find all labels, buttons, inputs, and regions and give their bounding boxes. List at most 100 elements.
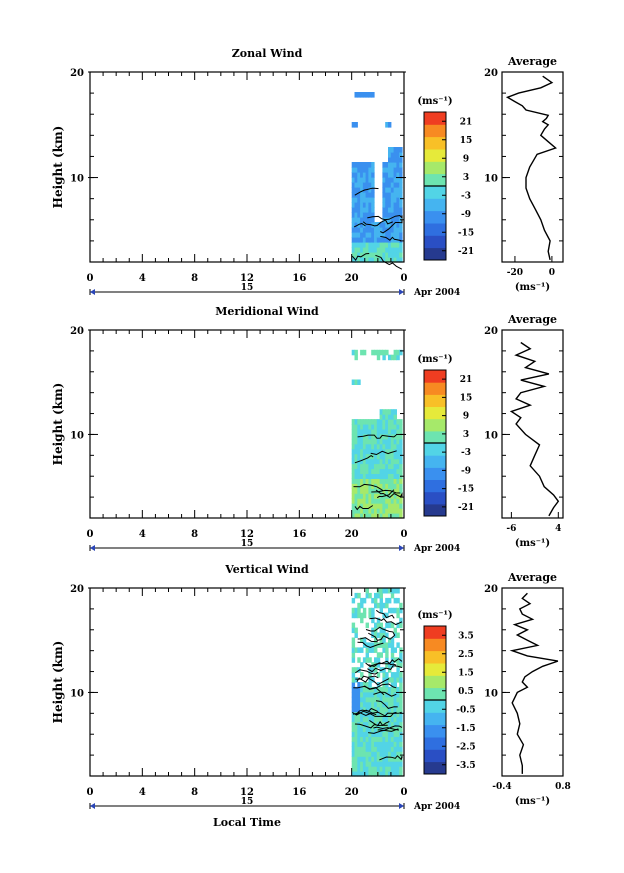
field-cell	[390, 438, 395, 445]
field-cell	[360, 227, 364, 233]
field-cell	[396, 642, 400, 648]
field-cell	[379, 424, 383, 430]
field-cell	[388, 711, 392, 718]
field-cell	[382, 667, 386, 673]
field-cell	[385, 751, 389, 757]
field-cell	[362, 428, 367, 435]
field-cell	[376, 424, 381, 430]
colorbar-swatch	[424, 370, 446, 383]
field-cell	[357, 227, 361, 233]
field-cell	[393, 513, 397, 519]
field-cell	[399, 771, 403, 777]
field-cell	[351, 202, 356, 208]
field-cell	[368, 483, 372, 489]
field-cell	[360, 177, 364, 183]
field-cell	[379, 232, 383, 238]
field-cell	[365, 232, 369, 238]
field-cell	[379, 468, 383, 474]
field-cell	[368, 227, 372, 233]
field-cell	[351, 167, 356, 173]
field-cell	[354, 736, 358, 742]
field-cell	[382, 716, 386, 723]
field-cell	[354, 761, 358, 767]
field-cell	[379, 222, 383, 228]
field-cell	[360, 237, 364, 243]
field-cell	[362, 701, 367, 708]
field-cell	[376, 652, 381, 658]
field-cell	[362, 483, 367, 489]
contour-line	[357, 434, 397, 439]
field-cell	[399, 157, 403, 163]
field-cell	[354, 627, 358, 634]
field-cell	[396, 152, 400, 158]
field-cell	[382, 237, 386, 243]
field-cell	[368, 438, 372, 445]
field-cell	[351, 217, 356, 223]
field-cell	[399, 726, 403, 732]
field-cell	[390, 414, 395, 420]
field-cell	[399, 716, 403, 723]
field-cell	[354, 443, 358, 450]
field-cell	[365, 588, 369, 594]
field-cell	[354, 232, 358, 238]
colorbar-tick-label: -21	[458, 247, 474, 257]
field-cell	[399, 438, 403, 445]
field-cell	[390, 187, 395, 193]
field-cell	[354, 503, 358, 509]
field-cell	[354, 458, 358, 465]
field-cell	[354, 92, 358, 98]
colorbar-swatch	[424, 186, 446, 199]
field-cell	[393, 217, 397, 223]
field-cell	[354, 182, 358, 188]
field-cell	[374, 632, 378, 638]
field-cell	[388, 207, 392, 213]
field-cell	[365, 207, 369, 213]
field-cell	[385, 122, 389, 128]
field-cell	[379, 771, 383, 777]
colorbar-tick-label: 9	[463, 154, 469, 164]
field-cell	[388, 187, 392, 193]
field-cell	[368, 468, 372, 474]
field-cell	[388, 667, 392, 673]
field-cell	[388, 473, 392, 479]
field-cell	[368, 172, 372, 178]
field-cell	[390, 157, 395, 163]
field-cell	[357, 607, 361, 614]
field-cell	[374, 252, 378, 258]
field-cell	[354, 488, 358, 494]
field-cell	[390, 652, 395, 658]
field-cell	[393, 247, 397, 253]
field-cell	[379, 622, 383, 629]
field-cell	[385, 237, 389, 243]
field-cell	[376, 756, 381, 762]
field-cell	[362, 227, 367, 233]
field-cell	[385, 771, 389, 777]
field-cell	[354, 667, 358, 673]
field-cell	[385, 736, 389, 742]
field-cell	[396, 232, 400, 238]
field-cell	[393, 354, 397, 361]
field-cell	[393, 257, 397, 263]
field-cell	[362, 736, 367, 742]
field-cell	[360, 597, 364, 604]
field-cell	[390, 493, 395, 499]
field-cell	[365, 177, 369, 183]
field-cell	[379, 252, 383, 258]
field-cell	[371, 736, 375, 742]
field-cell	[362, 508, 367, 514]
field-cell	[382, 588, 386, 594]
field-cell	[374, 222, 378, 228]
field-cell	[376, 662, 381, 668]
colorbar-swatch	[424, 626, 446, 639]
field-cell	[357, 217, 361, 223]
field-cell	[354, 706, 358, 713]
field-cell	[360, 162, 364, 168]
field-cell	[379, 508, 383, 514]
field-cell	[376, 632, 381, 638]
field-cell	[396, 207, 400, 213]
field-cell	[390, 766, 395, 772]
field-cell	[393, 716, 397, 723]
field-cell	[351, 682, 356, 688]
field-cell	[385, 721, 389, 728]
field-cell	[360, 682, 364, 688]
